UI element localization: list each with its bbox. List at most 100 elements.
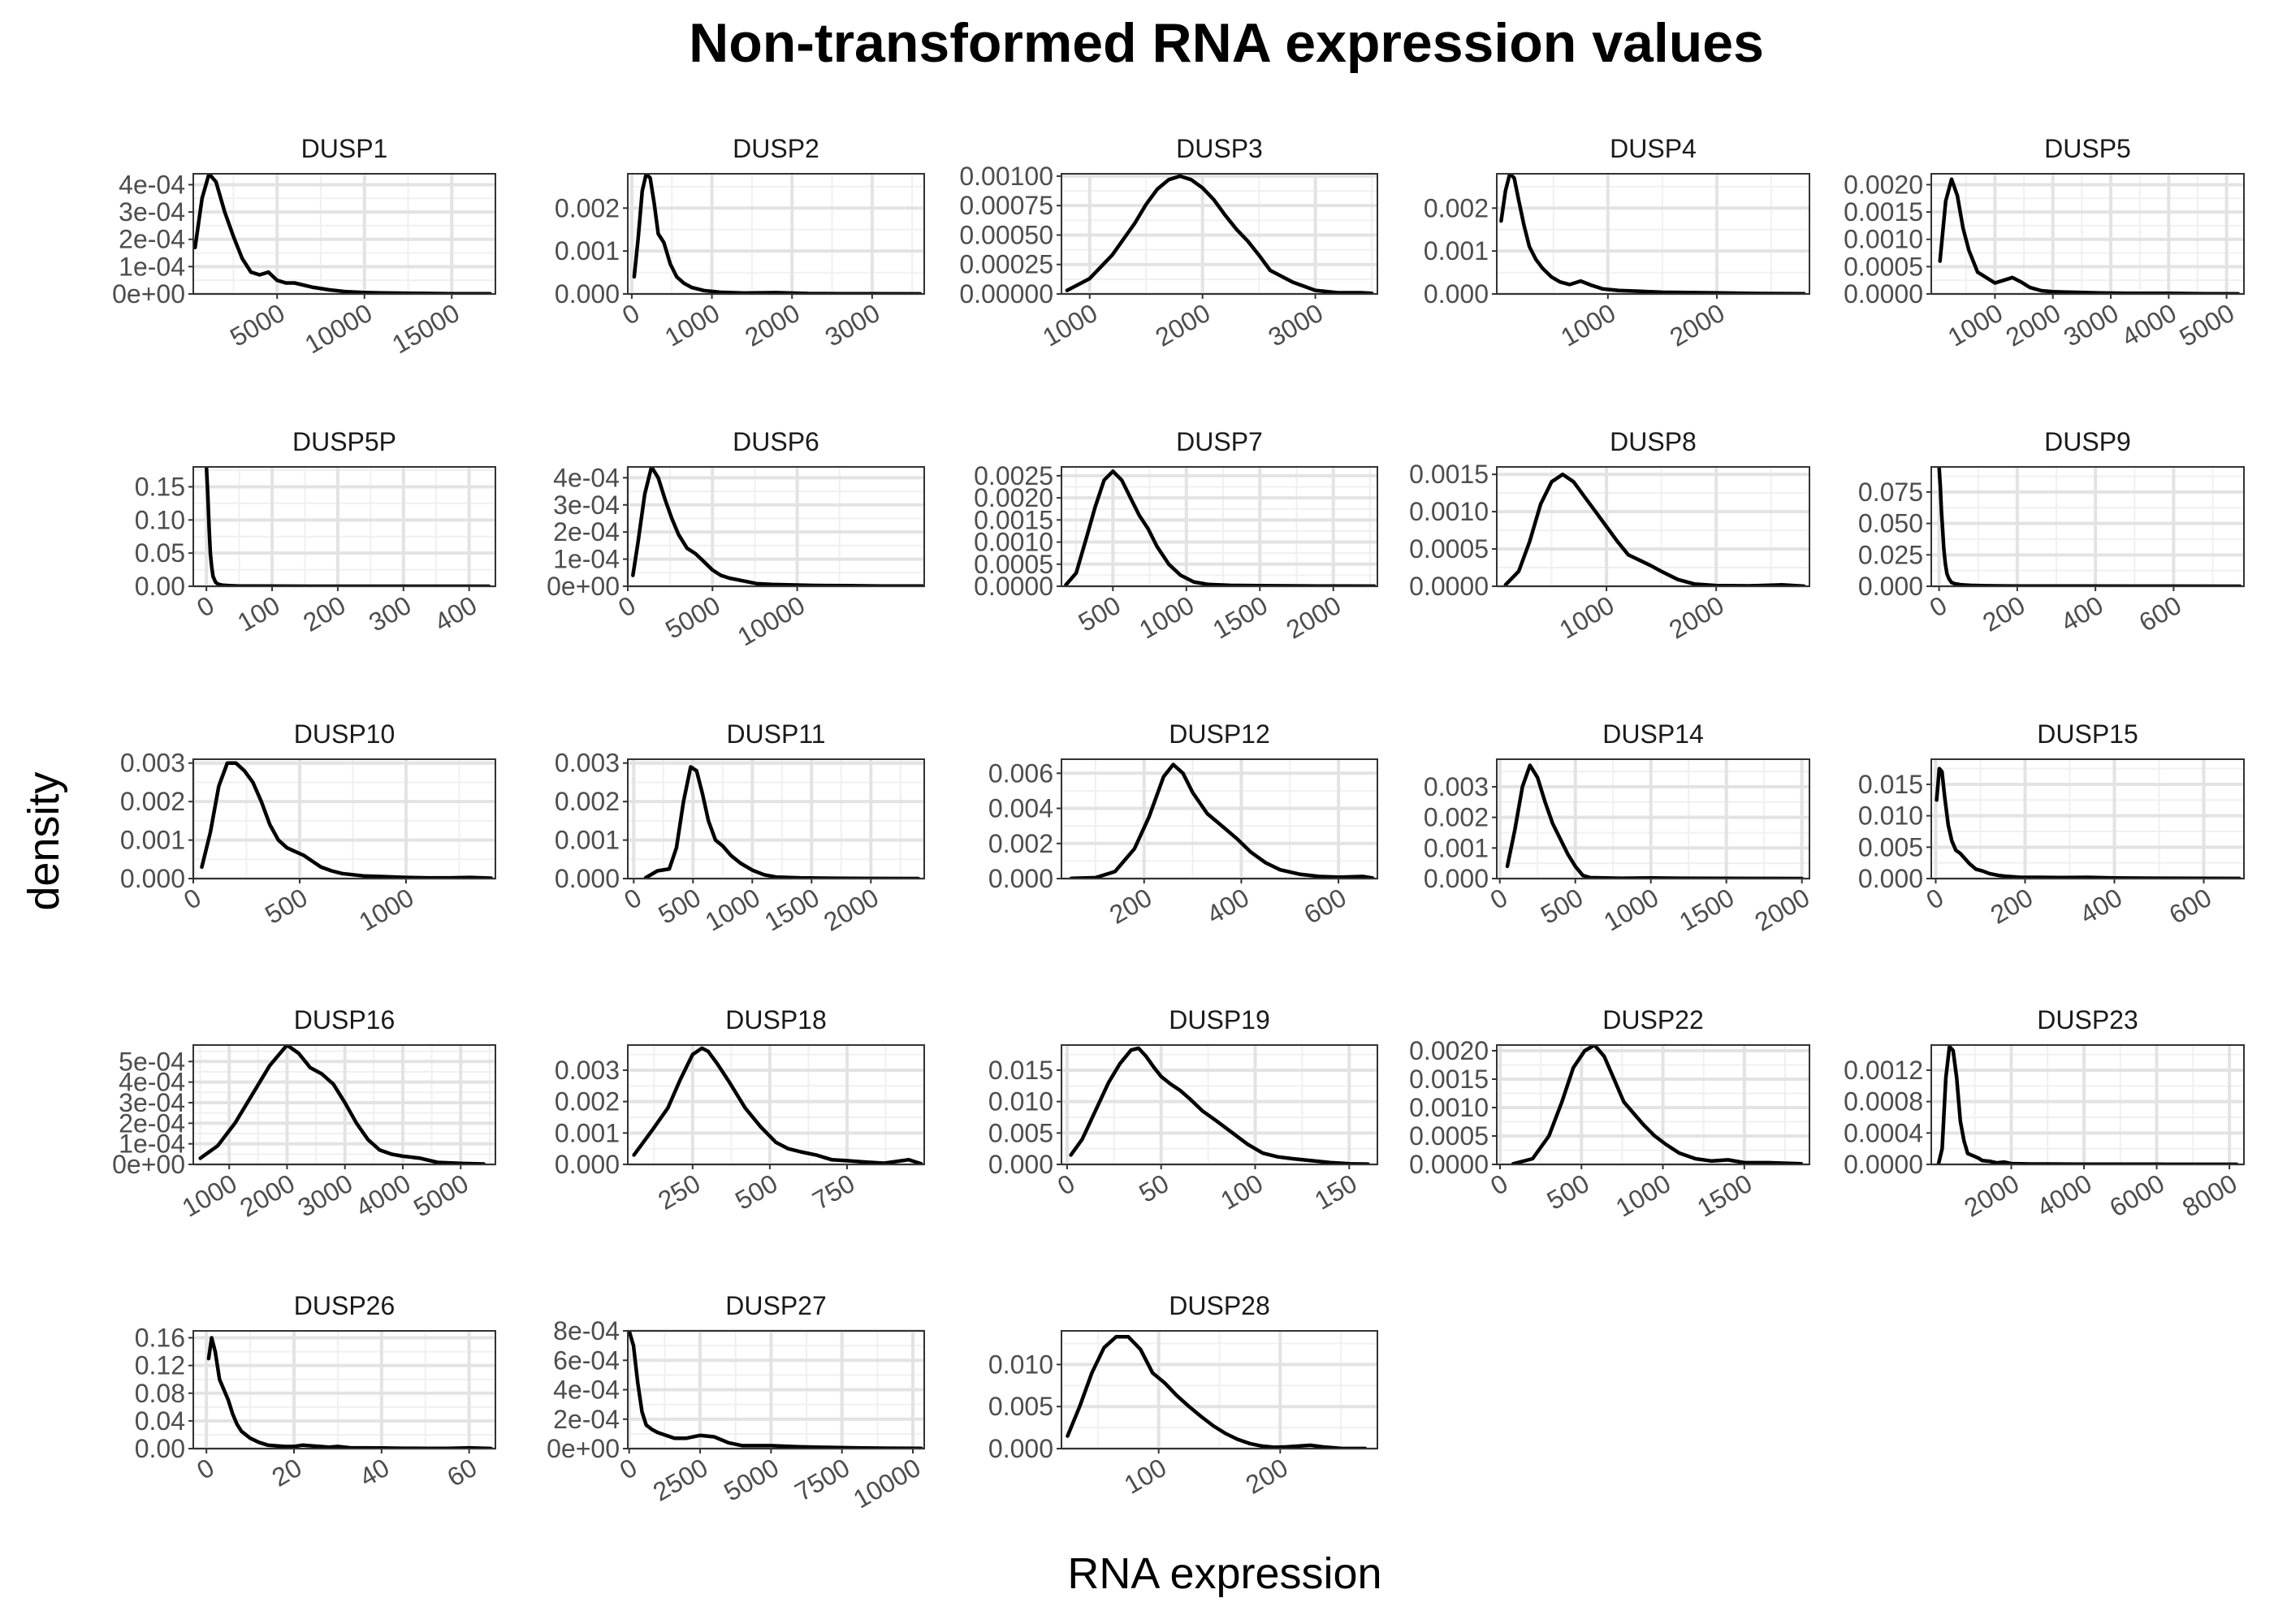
x-tick-label: 5000 xyxy=(719,1453,784,1507)
x-tick-label: 500 xyxy=(1542,1168,1594,1216)
density-line-dusp9 xyxy=(1937,467,2242,586)
y-tick-label: 2e-04 xyxy=(119,1108,185,1138)
y-tick-label: 0.0012 xyxy=(1844,1056,1923,1085)
x-tick-label: 600 xyxy=(1299,883,1351,930)
x-tick-label: 2000 xyxy=(1151,298,1216,352)
x-tick-label: 500 xyxy=(654,883,706,930)
panel-border xyxy=(1061,173,1378,295)
y-tick-label: 0e+00 xyxy=(547,1434,620,1463)
x-tick-label: 3000 xyxy=(2059,298,2124,352)
x-tick-label: 3000 xyxy=(1263,298,1328,352)
y-tick-label: 0.00 xyxy=(135,1434,185,1463)
x-tick-label: 3000 xyxy=(293,1168,358,1223)
y-tick-label: 3e-04 xyxy=(119,1088,185,1117)
density-line-dusp19 xyxy=(1069,1046,1370,1164)
x-tick-label: 500 xyxy=(260,883,312,930)
density-line-dusp8 xyxy=(1503,472,1806,586)
y-tick-label: 0.002 xyxy=(555,193,620,222)
x-tick-label: 5000 xyxy=(2174,298,2239,352)
x-tick-label: 20 xyxy=(267,1453,307,1492)
x-tick-label: 0 xyxy=(615,1453,642,1485)
panel-title-dusp9: DUSP9 xyxy=(2044,427,2131,456)
y-tick-label: 0e+00 xyxy=(112,279,185,309)
x-tick-label: 100 xyxy=(232,590,284,637)
x-tick-label: 1000 xyxy=(1610,1168,1675,1223)
y-tick-label: 4e-04 xyxy=(119,1068,185,1097)
x-tick-label: 100 xyxy=(1216,1168,1268,1216)
y-tick-label: 2e-04 xyxy=(119,225,185,254)
panel-border xyxy=(192,758,496,879)
y-tick-label: 0.0005 xyxy=(1409,534,1489,564)
y-tick-label: 3e-04 xyxy=(553,490,620,520)
y-tick-label: 0.04 xyxy=(135,1406,185,1436)
density-line-dusp22 xyxy=(1511,1045,1804,1164)
y-tick-label: 0.00025 xyxy=(959,250,1053,279)
panel-dusp19: DUSP19 0.000 0.0050.0100.015 0 50 100 150 xyxy=(988,1005,1378,1216)
y-tick-label: 0.005 xyxy=(1858,832,1923,862)
y-tick-label: 0.006 xyxy=(988,758,1053,788)
density-line-dusp10 xyxy=(200,761,494,879)
y-tick-label: 0.0005 xyxy=(1409,1121,1489,1151)
x-tick-label: 5000 xyxy=(409,1168,473,1223)
y-tick-label: 0.050 xyxy=(1858,509,1923,538)
y-tick-label: 0.002 xyxy=(1424,193,1489,222)
chart-title: Non-transformed RNA expression values xyxy=(689,12,1764,74)
x-tick-label: 200 xyxy=(1978,590,2030,637)
y-tick-label: 0.0010 xyxy=(1409,1093,1489,1122)
x-tick-label: 60 xyxy=(442,1453,482,1492)
panel-border xyxy=(1496,173,1810,295)
y-tick-label: 0.16 xyxy=(135,1324,185,1353)
y-tick-label: 0.000 xyxy=(1858,572,1923,601)
y-tick-label: 0.0025 xyxy=(974,461,1053,490)
x-tick-label: 10000 xyxy=(733,590,810,652)
x-tick-label: 5000 xyxy=(225,298,290,352)
x-tick-label: 4000 xyxy=(2032,1168,2097,1223)
x-tick-label: 2000 xyxy=(2001,298,2066,352)
y-tick-label: 0.0000 xyxy=(1844,1150,1923,1179)
panel-dusp8: DUSP8 0.0000 0.0005 0.0010 0.0015 1000 2000 xyxy=(1409,427,1810,645)
y-tick-label: 0.003 xyxy=(555,1056,620,1085)
y-axis-title: density xyxy=(19,771,68,910)
y-tick-label: 1e-04 xyxy=(119,1129,185,1159)
y-tick-label: 0.00100 xyxy=(959,162,1053,191)
x-tick-label: 400 xyxy=(2075,883,2127,930)
y-tick-label: 0.0010 xyxy=(1409,497,1489,526)
y-tick-label: 0.003 xyxy=(1424,772,1489,801)
x-tick-label: 1500 xyxy=(1208,590,1273,645)
panel-title-dusp28: DUSP28 xyxy=(1169,1291,1270,1320)
y-tick-label: 0.003 xyxy=(555,749,620,778)
panel-title-dusp16: DUSP16 xyxy=(294,1005,396,1034)
x-tick-label: 400 xyxy=(2056,590,2108,637)
y-tick-label: 0.004 xyxy=(988,794,1053,823)
y-tick-label: 0.0005 xyxy=(1844,252,1923,281)
x-tick-label: 2000 xyxy=(740,298,805,352)
y-tick-label: 0.002 xyxy=(988,829,1053,858)
panel-border xyxy=(627,1044,925,1165)
x-tick-label: 40 xyxy=(355,1453,395,1492)
panel-title-dusp22: DUSP22 xyxy=(1602,1005,1704,1034)
x-tick-label: 2000 xyxy=(1282,590,1347,645)
y-tick-label: 0.12 xyxy=(135,1351,185,1380)
y-tick-label: 2e-04 xyxy=(553,1405,620,1434)
y-tick-label: 0.000 xyxy=(555,1150,620,1179)
y-tick-label: 0.002 xyxy=(1424,803,1489,832)
x-tick-label: 1500 xyxy=(759,883,824,937)
panel-border xyxy=(1061,466,1378,587)
x-axis-title: RNA expression xyxy=(1067,1549,1381,1598)
x-tick-label: 1000 xyxy=(700,883,765,937)
y-tick-label: 0.0020 xyxy=(1844,170,1923,199)
panel-title-dusp18: DUSP18 xyxy=(725,1005,827,1034)
y-tick-label: 4e-04 xyxy=(553,463,620,492)
x-tick-label: 150 xyxy=(1310,1168,1362,1216)
density-line-dusp12 xyxy=(1069,762,1375,879)
x-tick-label: 3000 xyxy=(820,298,885,352)
y-tick-label: 2e-04 xyxy=(553,517,620,546)
panel-title-dusp3: DUSP3 xyxy=(1176,134,1263,163)
panel-border xyxy=(1930,758,2245,879)
y-tick-label: 0.005 xyxy=(988,1392,1053,1421)
y-tick-label: 0.0000 xyxy=(974,572,1053,601)
x-tick-label: 100 xyxy=(1119,1453,1171,1500)
panel-dusp26: DUSP26 0.000.040.080.120.16 0 20 40 60 xyxy=(135,1291,496,1492)
y-tick-label: 0.001 xyxy=(1424,833,1489,862)
